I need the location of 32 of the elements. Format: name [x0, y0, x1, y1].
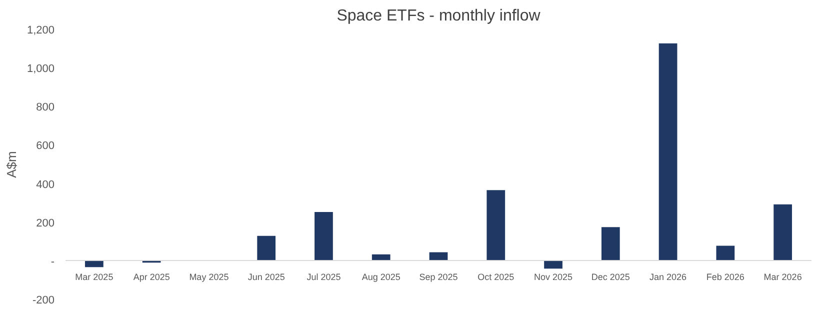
chart-title: Space ETFs - monthly inflow	[336, 8, 541, 24]
x-tick-label: Jul 2025	[306, 272, 341, 282]
x-tick-label: May 2025	[189, 272, 229, 282]
y-tick-label: 200	[36, 217, 55, 230]
y-tick-label: 800	[36, 102, 55, 114]
x-tick-label: Dec 2025	[591, 272, 630, 282]
x-tick-label: Jan 2026	[650, 272, 687, 282]
y-tick-label: 400	[36, 178, 55, 191]
bar	[774, 204, 792, 261]
y-tick-label: 600	[36, 140, 55, 152]
y-tick-label: 1,200	[26, 24, 55, 36]
bar	[716, 246, 735, 261]
x-tick-label: Jun 2025	[248, 272, 285, 282]
y-tick-label: -	[50, 256, 55, 268]
x-tick-label: Aug 2025	[362, 272, 400, 282]
y-tick-label: 1,000	[26, 63, 55, 76]
x-tick-label: Mar 2025	[75, 272, 114, 282]
bar	[658, 43, 678, 261]
bar	[486, 190, 506, 261]
x-tick-label: Apr 2025	[133, 272, 170, 282]
x-tick-label: Feb 2026	[706, 272, 744, 282]
x-tick-label: Oct 2025	[478, 272, 514, 282]
y-axis-title: A$m	[4, 151, 19, 178]
x-tick-label: Nov 2025	[534, 272, 573, 282]
x-tick-label: Sep 2025	[419, 272, 458, 282]
y-tick-label: -200	[32, 294, 55, 306]
bar	[314, 212, 333, 261]
bar	[544, 260, 562, 269]
x-tick-label: Mar 2026	[764, 272, 802, 282]
bar	[257, 236, 276, 261]
bar	[601, 227, 620, 261]
bar	[85, 260, 104, 268]
